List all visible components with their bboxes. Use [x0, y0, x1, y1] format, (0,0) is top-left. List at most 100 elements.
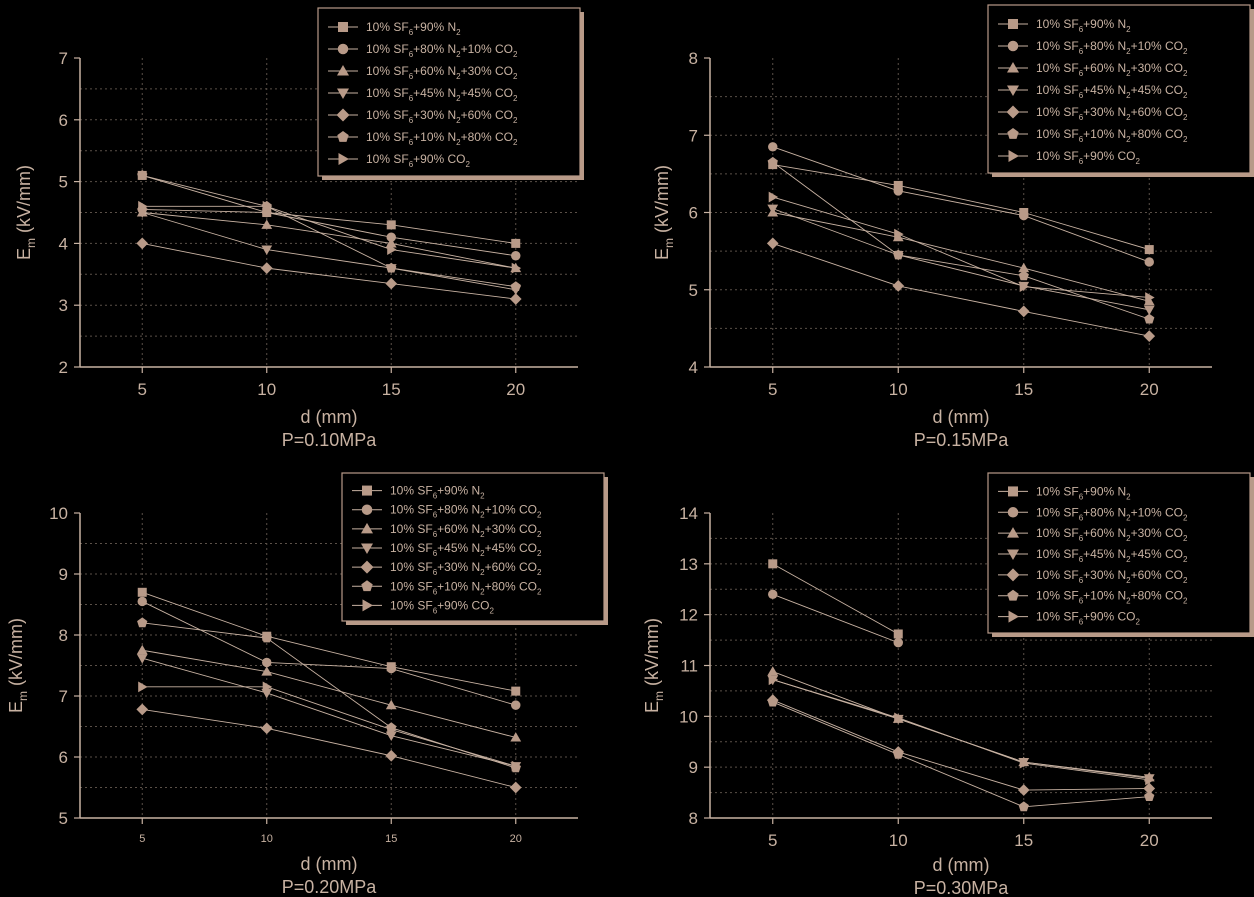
legend-marker: [1006, 105, 1020, 119]
data-point: [766, 237, 779, 250]
series-2: [768, 589, 903, 648]
data-point: [261, 666, 273, 676]
data-point: [768, 191, 779, 203]
data-point: [1143, 782, 1156, 795]
legend: 10% SF6+90% N2 10% SF6+80% N2+10% CO2 10% …: [987, 4, 1254, 177]
data-point: [511, 700, 521, 710]
data-point: [768, 559, 778, 569]
legend-label: 10% SF6+10% N2+80% CO2: [1036, 589, 1188, 606]
data-point: [511, 262, 522, 274]
chart-title: P=0.10MPa: [282, 430, 378, 450]
legend-marker: [361, 522, 373, 534]
series-line: [142, 212, 516, 291]
chart-title: P=0.15MPa: [914, 430, 1010, 450]
legend-label: 10% SF6+90% CO2: [390, 598, 495, 615]
series-line: [772, 161, 1150, 320]
x-tick-label: 5: [768, 831, 777, 850]
data-point: [386, 232, 396, 242]
legend-label: 10% SF6+90% CO2: [1036, 149, 1141, 166]
series-line: [142, 591, 516, 692]
data-point: [387, 724, 397, 735]
x-tick-label: 15: [385, 833, 397, 845]
y-tick-label: 4: [59, 234, 68, 253]
y-tick-label: 11: [680, 657, 698, 676]
y-tick-label: 5: [689, 281, 698, 300]
y-tick-label: 8: [689, 49, 698, 68]
y-tick-label: 8: [59, 626, 68, 645]
y-tick-label: 6: [59, 748, 68, 767]
data-point: [893, 749, 904, 759]
legend-marker: [338, 153, 349, 165]
series-line: [142, 174, 516, 288]
series-line: [772, 679, 1150, 781]
series-line: [772, 701, 1150, 808]
data-point: [138, 200, 148, 212]
legend-marker: [362, 485, 372, 496]
series-line: [142, 242, 516, 300]
series-line: [142, 601, 516, 706]
data-point: [138, 681, 148, 693]
x-tick-label: 20: [1140, 831, 1159, 850]
series-2: [137, 204, 521, 261]
data-point: [260, 722, 273, 735]
legend-box: [987, 472, 1251, 634]
legend-marker: [1008, 486, 1018, 497]
legend-label: 10% SF6+45% N2+45% CO2: [366, 86, 518, 103]
y-tick-label: 5: [59, 809, 68, 828]
legend-marker: [1006, 568, 1020, 582]
data-point: [1017, 784, 1030, 796]
data-point: [262, 681, 273, 693]
series-line: [772, 212, 1150, 302]
legend: 10% SF6+90% N2 10% SF6+80% N2+10% CO2 10% …: [317, 7, 584, 180]
legend-marker: [338, 22, 348, 32]
legend-marker: [1008, 150, 1019, 162]
y-tick-label: 7: [689, 126, 698, 145]
x-axis-label: d (mm): [933, 407, 990, 427]
legend-label: 10% SF6+60% N2+30% CO2: [1036, 526, 1188, 543]
series-5: [766, 237, 1156, 342]
x-tick-label: 15: [1014, 380, 1033, 399]
data-point: [892, 280, 905, 292]
legend-marker: [1007, 85, 1019, 96]
chart-title: P=0.20MPa: [282, 877, 378, 897]
data-point: [1144, 245, 1154, 255]
legend-label: 10% SF6+60% N2+30% CO2: [366, 64, 518, 81]
data-point: [1018, 262, 1030, 273]
data-point: [511, 251, 521, 261]
legend-label: 10% SF6+80% N2+10% CO2: [390, 503, 542, 520]
x-tick-label: 20: [1140, 380, 1159, 399]
data-point: [261, 632, 272, 643]
data-point: [511, 686, 521, 696]
series-7: [138, 681, 522, 772]
y-tick-label: 6: [689, 204, 698, 223]
chart-panel-4: 8 9 10 11 12 13 14 5 10 15 20 d (mm) P=0.30MPa Em (kV…: [642, 472, 1254, 897]
legend-label: 10% SF6+30% N2+60% CO2: [366, 108, 518, 125]
chart-title: P=0.30MPa: [914, 878, 1010, 897]
y-axis-label: Em (kV/mm): [14, 165, 38, 260]
series-line: [772, 196, 1150, 298]
data-point: [385, 277, 398, 290]
data-point: [136, 237, 149, 250]
x-tick-label: 5: [768, 380, 777, 399]
y-axis-label: Em (kV/mm): [6, 618, 30, 713]
legend-label: 10% SF6+60% N2+30% CO2: [390, 522, 542, 539]
y-tick-label: 9: [689, 758, 698, 777]
legend-marker: [360, 560, 374, 574]
data-point: [386, 663, 396, 674]
legend-label: 10% SF6+90% N2: [1036, 17, 1131, 34]
y-tick-label: 3: [59, 296, 68, 315]
series-line: [142, 212, 516, 269]
series-line: [142, 174, 516, 244]
legend-label: 10% SF6+90% N2: [366, 20, 461, 37]
legend-marker: [1007, 589, 1019, 601]
x-tick-label: 10: [889, 831, 908, 850]
data-point: [1019, 757, 1030, 769]
data-point: [893, 637, 903, 648]
legend-marker: [1008, 610, 1019, 623]
series-line: [142, 657, 516, 767]
data-point: [261, 245, 273, 255]
y-tick-label: 9: [59, 565, 68, 584]
series-line: [772, 699, 1150, 791]
data-point: [137, 596, 147, 607]
